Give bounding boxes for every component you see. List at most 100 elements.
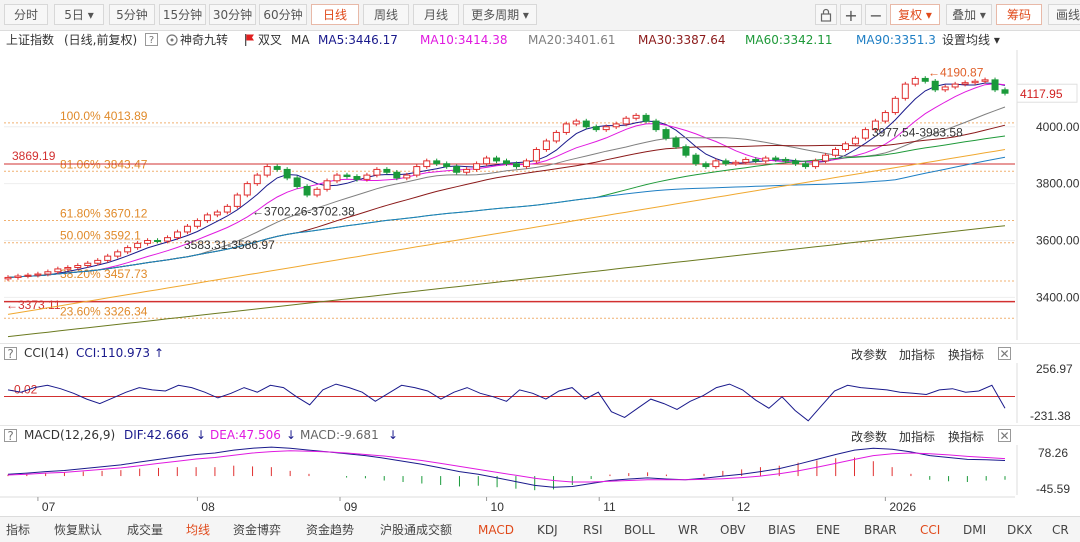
candle-body: [991, 79, 999, 91]
ma60-line: [7, 135, 1006, 278]
candle-body: [822, 154, 830, 162]
period-5min[interactable]: 5分钟: [109, 4, 155, 25]
indicator-tab-15[interactable]: BRAR: [864, 523, 897, 537]
indicator-tab-bar: 指标 恢复默认 成交量 均线 资金博弈 资金趋势 沪股通成交额 MACD KDJ RSI BOLL W…: [0, 516, 1080, 542]
draw-line-button[interactable]: 画线: [1048, 4, 1080, 25]
x-tick-label: 08: [201, 500, 215, 514]
zoom-in-icon[interactable]: +: [840, 4, 862, 25]
candle-body: [54, 268, 62, 273]
candle-body: [901, 83, 909, 99]
overlay-dropdown[interactable]: 叠加 ▾: [946, 4, 992, 25]
candle-body: [961, 82, 969, 85]
indicator-tab-19[interactable]: CR: [1052, 523, 1069, 537]
candle-body: [343, 174, 351, 178]
macd-dif: DIF:42.666: [124, 428, 189, 442]
ma5-line: [7, 82, 1006, 278]
ma10-line: [7, 83, 1006, 278]
fib-label: 38.20% 3457.73: [60, 267, 148, 281]
zoom-out-icon[interactable]: −: [865, 4, 887, 25]
indicator-tab-11[interactable]: WR: [678, 523, 699, 537]
candle-body: [483, 157, 491, 165]
fuquan-dropdown[interactable]: 复权 ▾: [890, 4, 940, 25]
indicator-tab-9[interactable]: RSI: [583, 523, 603, 537]
candle-body: [313, 188, 321, 196]
price-tick-label: 3800.00: [1036, 177, 1080, 191]
indicator-tab-13[interactable]: BIAS: [768, 523, 796, 537]
cci-add-indicator[interactable]: 加指标: [899, 348, 936, 362]
indicator-tab-2[interactable]: 成交量: [127, 523, 164, 537]
macd-value: MACD:-9.681: [300, 428, 379, 442]
jiuzhuan-label[interactable]: 神奇九转: [180, 33, 229, 47]
candle-body: [732, 161, 740, 165]
price-tick-label: 4000.00: [1036, 120, 1080, 134]
shuangcha-label[interactable]: 双叉: [258, 33, 283, 47]
macd-change-params[interactable]: 改参数: [851, 430, 888, 444]
candle-body: [881, 112, 889, 122]
period-toolbar: 分时 5日 ▾ 5分钟 15分钟 30分钟 60分钟 日线 周线 月线 更多周期…: [0, 0, 1080, 31]
indicator-tab-10[interactable]: BOLL: [624, 523, 655, 537]
candle-body: [522, 160, 530, 168]
macd-switch-indicator[interactable]: 换指标: [948, 430, 985, 444]
indicator-tab-8[interactable]: KDJ: [537, 523, 558, 537]
candle-body: [84, 262, 92, 267]
candle-body: [891, 97, 899, 114]
period-30min[interactable]: 30分钟: [209, 4, 256, 25]
candle-body: [413, 166, 421, 176]
last-price-box: [1016, 83, 1078, 103]
period-more[interactable]: 更多周期 ▾: [463, 4, 537, 25]
period-15min[interactable]: 15分钟: [159, 4, 206, 25]
ma10-value: MA10:3414.38: [420, 33, 508, 47]
indicator-tab-18[interactable]: DKX: [1007, 523, 1033, 537]
period-5day[interactable]: 5日 ▾: [54, 4, 104, 25]
indicator-tab-0[interactable]: 指标: [6, 523, 31, 537]
cci-change-params[interactable]: 改参数: [851, 348, 888, 362]
chips-button[interactable]: 筹码: [996, 4, 1042, 25]
cci-switch-indicator[interactable]: 换指标: [948, 348, 985, 362]
period-month[interactable]: 月线: [413, 4, 459, 25]
candle-body: [602, 126, 610, 131]
fib-label: 50.00% 3592.1: [60, 229, 141, 243]
candle-body: [433, 160, 441, 165]
period-week[interactable]: 周线: [363, 4, 409, 25]
indicator-tab-6[interactable]: 沪股通成交额: [380, 523, 453, 537]
period-60min[interactable]: 60分钟: [259, 4, 307, 25]
candle-body: [164, 237, 172, 242]
candle-body: [323, 180, 331, 190]
lock-icon[interactable]: [815, 4, 837, 25]
cci-axis-bottom: -231.38: [1030, 409, 1071, 423]
indicator-tab-4[interactable]: 资金博弈: [233, 523, 282, 537]
macd-dea-line: [7, 450, 1006, 483]
set-ma-dropdown[interactable]: 设置均线 ▾: [942, 33, 1000, 47]
candle-body: [134, 242, 142, 249]
candle-body: [154, 239, 162, 242]
indicator-tab-17[interactable]: DMI: [963, 523, 987, 537]
period-day[interactable]: 日线: [311, 4, 359, 25]
candle-body: [1001, 89, 1009, 94]
low-label: ←3373.11: [6, 298, 61, 312]
candle-body: [702, 163, 710, 168]
macd-add-indicator[interactable]: 加指标: [899, 430, 936, 444]
x-tick-label: 07: [42, 500, 56, 514]
candle-body: [712, 160, 720, 168]
indicator-tab-12[interactable]: OBV: [720, 523, 746, 537]
indicator-tab-7[interactable]: MACD: [478, 523, 514, 537]
candle-body: [283, 168, 291, 179]
candle-body: [562, 123, 570, 133]
candle-body: [532, 149, 540, 162]
indicator-tab-1[interactable]: 恢复默认: [54, 523, 103, 537]
candle-body: [662, 129, 670, 139]
indicator-tab-14[interactable]: ENE: [816, 523, 841, 537]
macd-dea: DEA:47.506: [210, 428, 281, 442]
macd-title: MACD(12,26,9): [24, 428, 116, 442]
indicator-tab-16[interactable]: CCI: [920, 523, 941, 537]
candle-body: [941, 86, 949, 91]
candle-body: [333, 174, 341, 182]
candle-body: [94, 259, 102, 264]
period-fenshi[interactable]: 分时: [4, 4, 48, 25]
fib-label: 100.0% 4013.89: [60, 109, 148, 123]
indicator-tab-3[interactable]: 均线: [186, 523, 211, 537]
indicator-tab-5[interactable]: 资金趋势: [306, 523, 355, 537]
flag-icon: [244, 30, 256, 53]
support-label: 3869.19: [12, 149, 56, 163]
candle-body: [263, 166, 271, 176]
